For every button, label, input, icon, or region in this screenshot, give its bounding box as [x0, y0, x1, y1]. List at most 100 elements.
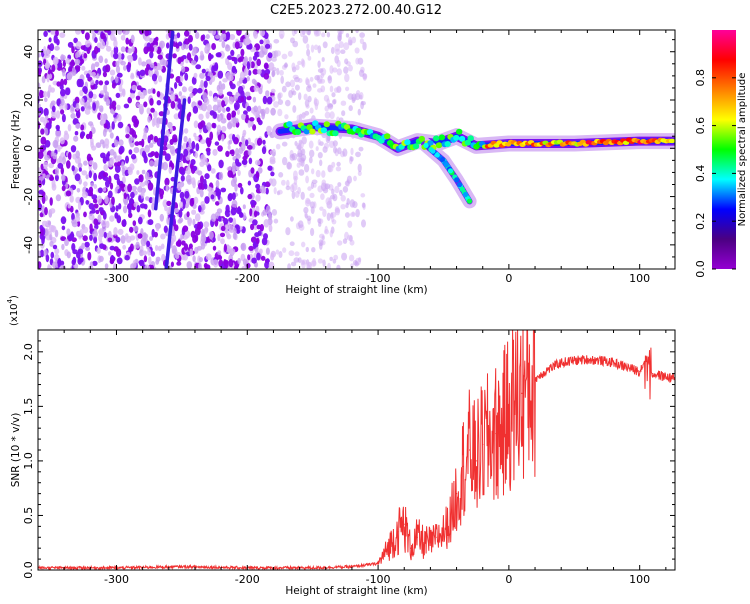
noise-speckle — [227, 144, 231, 150]
noise-speckle — [149, 62, 155, 68]
noise-speckle — [298, 92, 302, 101]
noise-speckle — [81, 65, 86, 71]
noise-speckle — [107, 190, 113, 199]
noise-speckle — [200, 50, 204, 56]
noise-speckle — [156, 65, 163, 71]
noise-speckle — [115, 65, 121, 74]
noise-speckle — [305, 77, 309, 86]
noise-speckle — [354, 261, 360, 267]
noise-speckle — [178, 209, 183, 218]
noise-speckle — [237, 182, 243, 188]
noise-speckle — [253, 80, 258, 86]
noise-speckle — [329, 230, 333, 238]
snr-data-point — [384, 553, 386, 555]
noise-speckle — [98, 105, 104, 112]
noise-speckle — [104, 80, 110, 86]
noise-speckle — [273, 218, 279, 224]
noise-speckle — [250, 223, 255, 231]
noise-speckle — [75, 123, 81, 129]
noise-speckle — [39, 145, 45, 153]
noise-speckle — [294, 84, 300, 91]
noise-speckle — [130, 263, 136, 269]
noise-speckle — [61, 225, 66, 231]
noise-speckle — [113, 45, 119, 55]
noise-speckle — [289, 79, 296, 88]
noise-speckle — [303, 206, 309, 214]
noise-speckle — [304, 197, 311, 207]
noise-speckle — [91, 194, 98, 200]
noise-speckle — [122, 219, 127, 227]
noise-speckle — [128, 207, 132, 216]
noise-speckle — [221, 40, 226, 49]
noise-speckle — [217, 191, 221, 201]
noise-speckle — [255, 237, 260, 245]
noise-speckle — [78, 167, 82, 172]
noise-speckle — [137, 91, 142, 97]
noise-speckle — [270, 107, 276, 116]
noise-speckle — [221, 30, 226, 34]
noise-speckle — [288, 250, 295, 257]
noise-speckle — [45, 254, 50, 263]
noise-speckle — [137, 216, 143, 225]
noise-speckle — [59, 137, 65, 145]
noise-speckle — [84, 241, 90, 248]
noise-speckle — [192, 255, 196, 262]
noise-speckle — [112, 263, 117, 269]
noise-speckle — [113, 52, 119, 60]
noise-speckle — [48, 84, 52, 94]
noise-speckle — [334, 48, 341, 55]
noise-speckle — [149, 134, 154, 141]
noise-speckle — [329, 256, 334, 262]
noise-speckle — [63, 78, 68, 86]
noise-speckle — [96, 247, 101, 254]
noise-speckle — [56, 157, 63, 165]
noise-speckle — [38, 53, 41, 58]
noise-speckle — [188, 86, 194, 93]
noise-speckle — [252, 124, 257, 131]
noise-speckle — [346, 175, 352, 184]
noise-speckle — [242, 204, 246, 210]
noise-speckle — [212, 148, 218, 156]
noise-speckle — [292, 105, 297, 113]
noise-speckle — [255, 205, 260, 213]
noise-speckle — [231, 199, 238, 209]
noise-speckle — [254, 51, 259, 57]
noise-speckle — [71, 66, 76, 76]
noise-speckle — [103, 84, 108, 93]
noise-speckle — [292, 90, 297, 96]
noise-speckle — [317, 218, 322, 224]
noise-speckle — [246, 61, 251, 70]
noise-speckle — [59, 32, 66, 38]
noise-speckle — [38, 261, 42, 269]
noise-speckle — [306, 43, 310, 50]
x-tick-label: 0 — [505, 573, 512, 586]
noise-speckle — [206, 149, 211, 156]
noise-speckle — [49, 197, 53, 206]
colorbar-tick-label: 0.6 — [694, 117, 707, 135]
snr-data-point — [599, 359, 602, 362]
noise-speckle — [88, 121, 94, 126]
noise-speckle — [197, 100, 203, 106]
noise-speckle — [277, 189, 283, 195]
noise-speckle — [228, 224, 234, 233]
noise-speckle — [197, 122, 204, 130]
noise-speckle — [148, 256, 152, 265]
noise-speckle — [163, 225, 168, 233]
noise-speckle — [116, 161, 122, 167]
noise-speckle — [40, 128, 45, 135]
noise-speckle — [336, 59, 341, 68]
noise-speckle — [134, 141, 140, 146]
noise-speckle — [148, 68, 154, 77]
noise-speckle — [60, 98, 65, 106]
noise-speckle — [135, 95, 141, 101]
noise-speckle — [179, 201, 184, 209]
noise-speckle — [291, 182, 298, 191]
signal-blob — [286, 121, 293, 128]
noise-speckle — [245, 91, 251, 97]
noise-speckle — [180, 175, 185, 182]
noise-speckle — [199, 72, 205, 79]
noise-speckle — [113, 173, 120, 180]
noise-speckle — [347, 220, 353, 228]
noise-speckle — [83, 160, 88, 166]
